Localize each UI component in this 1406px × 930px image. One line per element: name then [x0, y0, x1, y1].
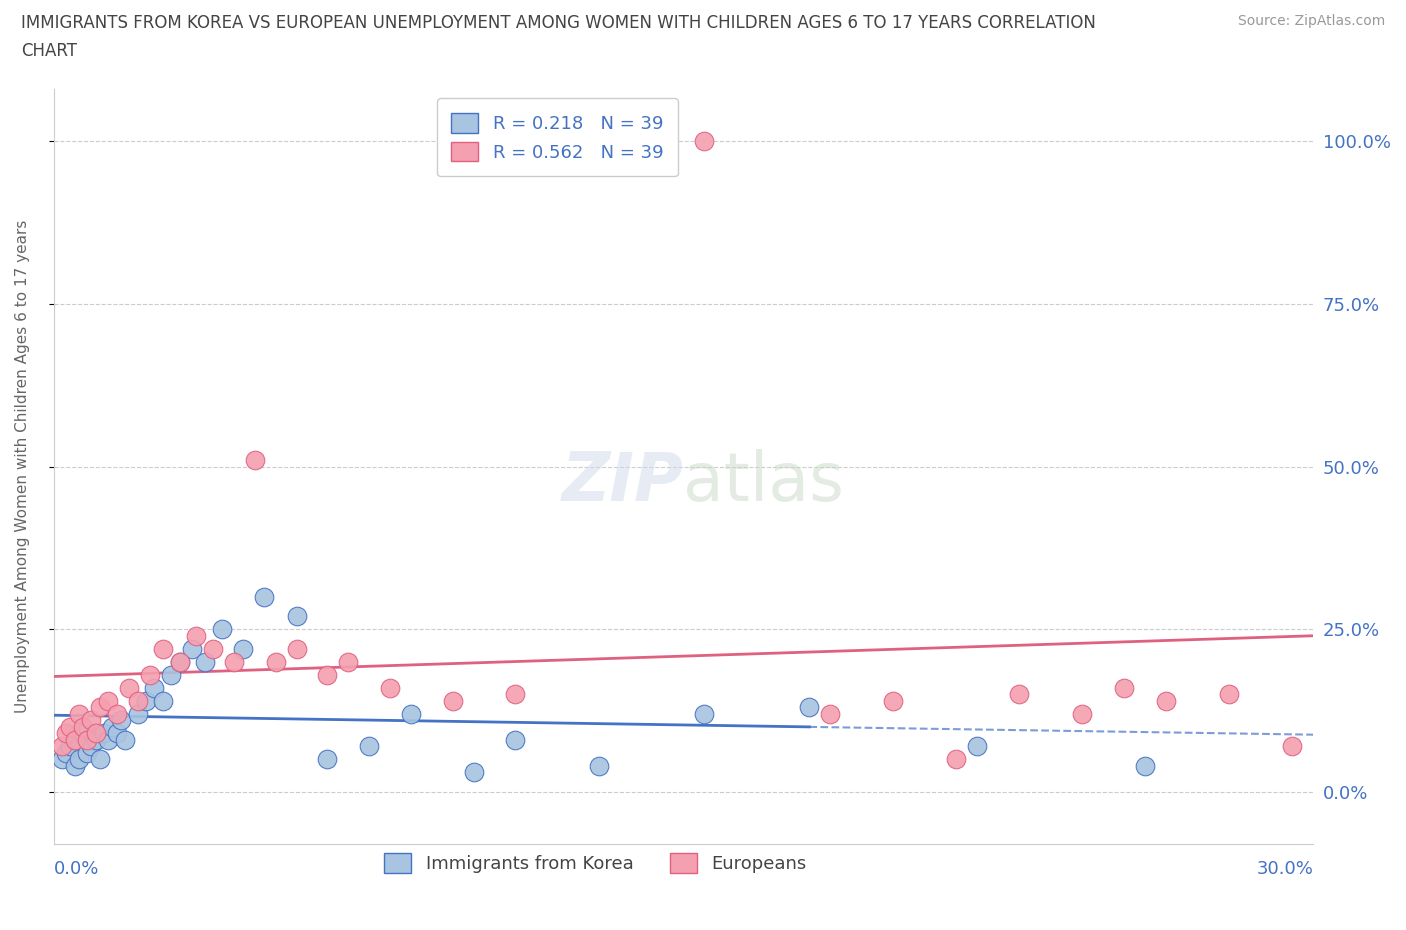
Point [315, 668, 337, 683]
Text: 0.0%: 0.0% [53, 860, 98, 878]
Point [169, 655, 191, 670]
Point [76, 732, 98, 747]
Point [110, 713, 132, 728]
Point [463, 764, 485, 779]
Point [630, 153, 652, 168]
Point [135, 694, 157, 709]
Point [169, 655, 191, 670]
Point [1135, 758, 1157, 773]
Point [1218, 687, 1240, 702]
Point [89, 700, 111, 715]
Point [127, 707, 149, 722]
Point [202, 642, 225, 657]
Point [378, 681, 401, 696]
Legend: Immigrants from Korea, Europeans: Immigrants from Korea, Europeans [377, 845, 814, 880]
Point [399, 707, 422, 722]
Point [51, 751, 73, 766]
Text: 30.0%: 30.0% [1257, 860, 1313, 878]
Point [63, 732, 86, 747]
Point [80, 738, 103, 753]
Point [152, 642, 174, 657]
Point [1008, 687, 1031, 702]
Text: IMMIGRANTS FROM KOREA VS EUROPEAN UNEMPLOYMENT AMONG WOMEN WITH CHILDREN AGES 6 : IMMIGRANTS FROM KOREA VS EUROPEAN UNEMPL… [21, 14, 1095, 32]
Point [51, 738, 73, 753]
Point [820, 707, 842, 722]
Point [224, 655, 246, 670]
Text: CHART: CHART [21, 42, 77, 60]
Point [1156, 694, 1178, 709]
Point [357, 738, 380, 753]
Point [97, 694, 120, 709]
Point [76, 745, 98, 760]
Point [264, 655, 287, 670]
Point [105, 725, 128, 740]
Text: ZIP: ZIP [561, 448, 683, 514]
Point [194, 655, 217, 670]
Point [89, 751, 111, 766]
Point [966, 738, 988, 753]
Point [80, 713, 103, 728]
Point [84, 725, 107, 740]
Point [588, 758, 610, 773]
Point [693, 134, 716, 149]
Point [315, 751, 337, 766]
Point [72, 719, 94, 734]
Point [84, 732, 107, 747]
Point [285, 642, 308, 657]
Point [127, 694, 149, 709]
Point [55, 745, 77, 760]
Point [160, 668, 183, 683]
Point [143, 681, 166, 696]
Point [693, 707, 716, 722]
Point [505, 732, 527, 747]
Point [505, 687, 527, 702]
Point [152, 694, 174, 709]
Point [114, 732, 136, 747]
Text: Source: ZipAtlas.com: Source: ZipAtlas.com [1237, 14, 1385, 28]
Point [285, 609, 308, 624]
Point [1281, 738, 1303, 753]
Point [93, 725, 115, 740]
Point [1114, 681, 1136, 696]
Y-axis label: Unemployment Among Women with Children Ages 6 to 17 years: Unemployment Among Women with Children A… [15, 219, 30, 713]
Text: atlas: atlas [683, 448, 845, 514]
Point [72, 725, 94, 740]
Point [181, 642, 204, 657]
Point [105, 707, 128, 722]
Point [799, 700, 821, 715]
Point [882, 694, 904, 709]
Point [945, 751, 967, 766]
Point [232, 642, 254, 657]
Point [55, 725, 77, 740]
Point [63, 732, 86, 747]
Point [441, 694, 464, 709]
Point [97, 732, 120, 747]
Point [186, 629, 208, 644]
Point [139, 668, 162, 683]
Point [67, 707, 90, 722]
Point [63, 758, 86, 773]
Point [59, 738, 82, 753]
Point [101, 719, 124, 734]
Point [118, 681, 141, 696]
Point [1071, 707, 1094, 722]
Point [67, 751, 90, 766]
Point [252, 590, 274, 604]
Point [243, 453, 266, 468]
Point [59, 719, 82, 734]
Point [211, 622, 233, 637]
Point [336, 655, 359, 670]
